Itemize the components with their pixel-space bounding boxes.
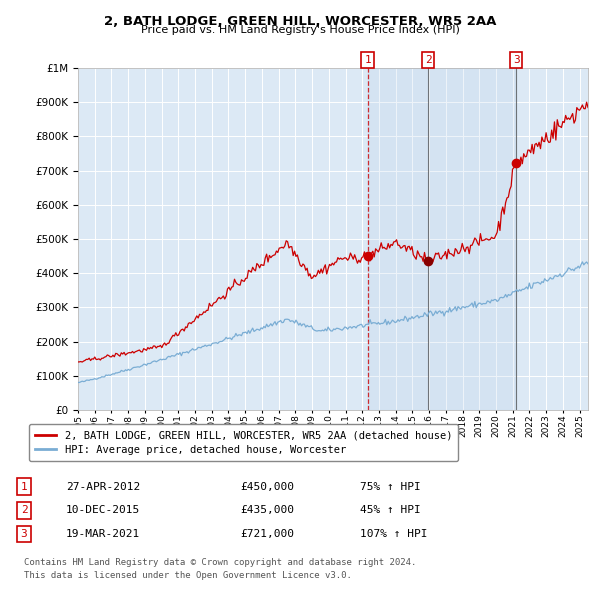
Text: This data is licensed under the Open Government Licence v3.0.: This data is licensed under the Open Gov…: [24, 571, 352, 580]
Text: 3: 3: [513, 55, 520, 65]
Text: 1: 1: [364, 55, 371, 65]
Text: 27-APR-2012: 27-APR-2012: [66, 482, 140, 491]
Text: 2: 2: [425, 55, 431, 65]
Text: 1: 1: [20, 482, 28, 491]
Text: £721,000: £721,000: [240, 529, 294, 539]
Text: Contains HM Land Registry data © Crown copyright and database right 2024.: Contains HM Land Registry data © Crown c…: [24, 558, 416, 566]
Text: £435,000: £435,000: [240, 506, 294, 515]
Text: 2: 2: [20, 506, 28, 515]
Text: 2, BATH LODGE, GREEN HILL, WORCESTER, WR5 2AA: 2, BATH LODGE, GREEN HILL, WORCESTER, WR…: [104, 15, 496, 28]
Text: 75% ↑ HPI: 75% ↑ HPI: [360, 482, 421, 491]
Text: Price paid vs. HM Land Registry's House Price Index (HPI): Price paid vs. HM Land Registry's House …: [140, 25, 460, 35]
Text: 3: 3: [20, 529, 28, 539]
Bar: [368, 68, 516, 410]
Text: 45% ↑ HPI: 45% ↑ HPI: [360, 506, 421, 515]
Text: £450,000: £450,000: [240, 482, 294, 491]
Text: 10-DEC-2015: 10-DEC-2015: [66, 506, 140, 515]
Text: 19-MAR-2021: 19-MAR-2021: [66, 529, 140, 539]
Text: 107% ↑ HPI: 107% ↑ HPI: [360, 529, 427, 539]
Legend: 2, BATH LODGE, GREEN HILL, WORCESTER, WR5 2AA (detached house), HPI: Average pri: 2, BATH LODGE, GREEN HILL, WORCESTER, WR…: [29, 424, 458, 461]
